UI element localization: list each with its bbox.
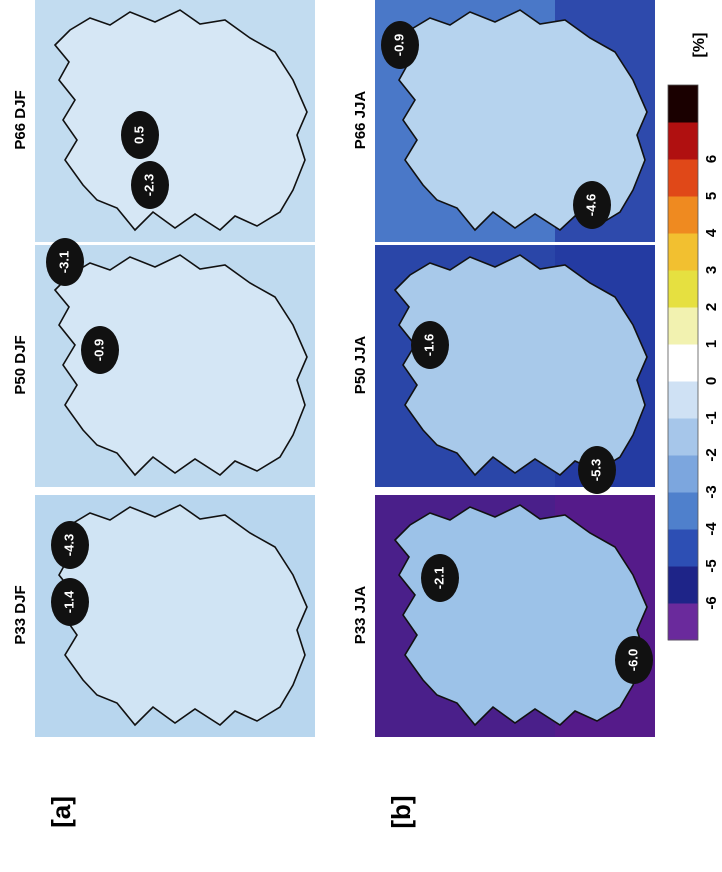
value-label: -6.0 [625, 649, 640, 671]
colorbar-tick-label: 5 [703, 192, 720, 200]
map-title: P50 DJF [12, 335, 29, 394]
map-title: P66 DJF [12, 90, 29, 149]
colorbar-tick-label: -5 [703, 559, 720, 572]
value-label: -3.1 [56, 251, 71, 273]
value-label: -1.6 [421, 334, 436, 356]
colorbar-segment [668, 159, 698, 197]
colorbar-segment [668, 455, 698, 493]
colorbar-tick-label: -1 [703, 411, 720, 424]
colorbar-tick-label: 0 [703, 377, 720, 385]
colorbar-segment [668, 196, 698, 234]
colorbar-tick-label: 3 [703, 266, 720, 274]
colorbar-segment [668, 381, 698, 419]
value-label: -5.3 [588, 459, 603, 481]
colorbar-tick-label: 6 [703, 155, 720, 163]
value-label: -2.3 [141, 174, 156, 196]
value-label: -4.3 [61, 534, 76, 556]
map-title: P33 DJF [12, 585, 29, 644]
colorbar-tick-label: -6 [703, 596, 720, 609]
colorbar-tick-label: -3 [703, 485, 720, 498]
colorbar-tick-label: 1 [703, 340, 720, 348]
figure: [a] P66 DJF -2.3 0.5 P50 DJF -3.1 -0.9 P33 DJF -… [0, 0, 722, 872]
colorbar-segment [668, 85, 698, 123]
map-title: P50 JJA [352, 336, 369, 395]
colorbar-segment [668, 529, 698, 567]
colorbar-segment [668, 603, 698, 641]
colorbar-tick-label: 4 [703, 228, 720, 237]
colorbar-tick-label: 2 [703, 303, 720, 311]
colorbar-segment [668, 270, 698, 308]
colorbar-segment [668, 344, 698, 382]
map-title: P66 JJA [352, 91, 369, 150]
value-label: 0.5 [131, 126, 146, 144]
map-title: P33 JJA [352, 586, 369, 645]
value-label: -4.6 [583, 194, 598, 216]
value-label: -2.1 [431, 567, 446, 589]
value-label: -1.4 [61, 590, 76, 613]
colorbar-tick-label: -2 [703, 448, 720, 461]
colorbar-tick-label: -4 [703, 522, 720, 536]
value-label: -0.9 [391, 34, 406, 56]
colorbar-segment [668, 233, 698, 271]
colorbar-unit: [%] [691, 33, 708, 58]
colorbar-segment [668, 122, 698, 160]
panel-label: [b] [386, 795, 416, 828]
colorbar-segment [668, 418, 698, 456]
colorbar-segment [668, 307, 698, 345]
panel-label: [a] [46, 796, 76, 828]
value-label: -0.9 [91, 339, 106, 361]
colorbar-segment [668, 566, 698, 604]
colorbar-segment [668, 492, 698, 530]
